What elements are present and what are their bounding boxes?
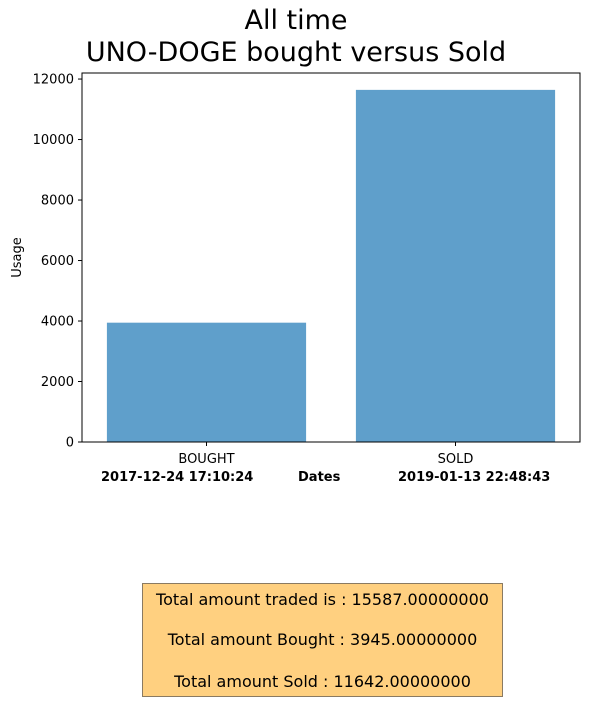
bar-bought (106, 322, 307, 442)
x-tick-label: BOUGHT (178, 452, 234, 467)
y-tick-label: 4000 (41, 315, 74, 330)
last-date-label: 2019-01-13 22:48:43 (398, 470, 551, 485)
chart-title-line-1: All time (244, 5, 348, 36)
y-axis-label: Usage (10, 237, 25, 278)
y-tick-label: 6000 (41, 254, 74, 269)
y-tick-label: 8000 (41, 194, 74, 209)
summary-total-bought: Total amount Bought : 3945.00000000 (167, 630, 478, 649)
summary-total-traded: Total amount traded is : 15587.00000000 (156, 590, 489, 609)
y-tick-label: 0 (66, 436, 74, 451)
y-tick-label: 2000 (41, 375, 74, 390)
chart-title-line-2: UNO-DOGE bought versus Sold (85, 37, 507, 68)
y-tick-label: 12000 (33, 73, 74, 88)
first-date-label: 2017-12-24 17:10:24 (101, 470, 254, 485)
summary-total-sold: Total amount Sold : 11642.00000000 (174, 672, 471, 691)
plot-frame (81, 72, 581, 443)
x-axis-label: Dates (298, 470, 341, 485)
x-tick-label: SOLD (438, 452, 474, 467)
summary-box: Total amount traded is : 15587.00000000 … (142, 583, 503, 697)
y-tick-label: 10000 (33, 133, 74, 148)
bar-sold (355, 89, 556, 443)
